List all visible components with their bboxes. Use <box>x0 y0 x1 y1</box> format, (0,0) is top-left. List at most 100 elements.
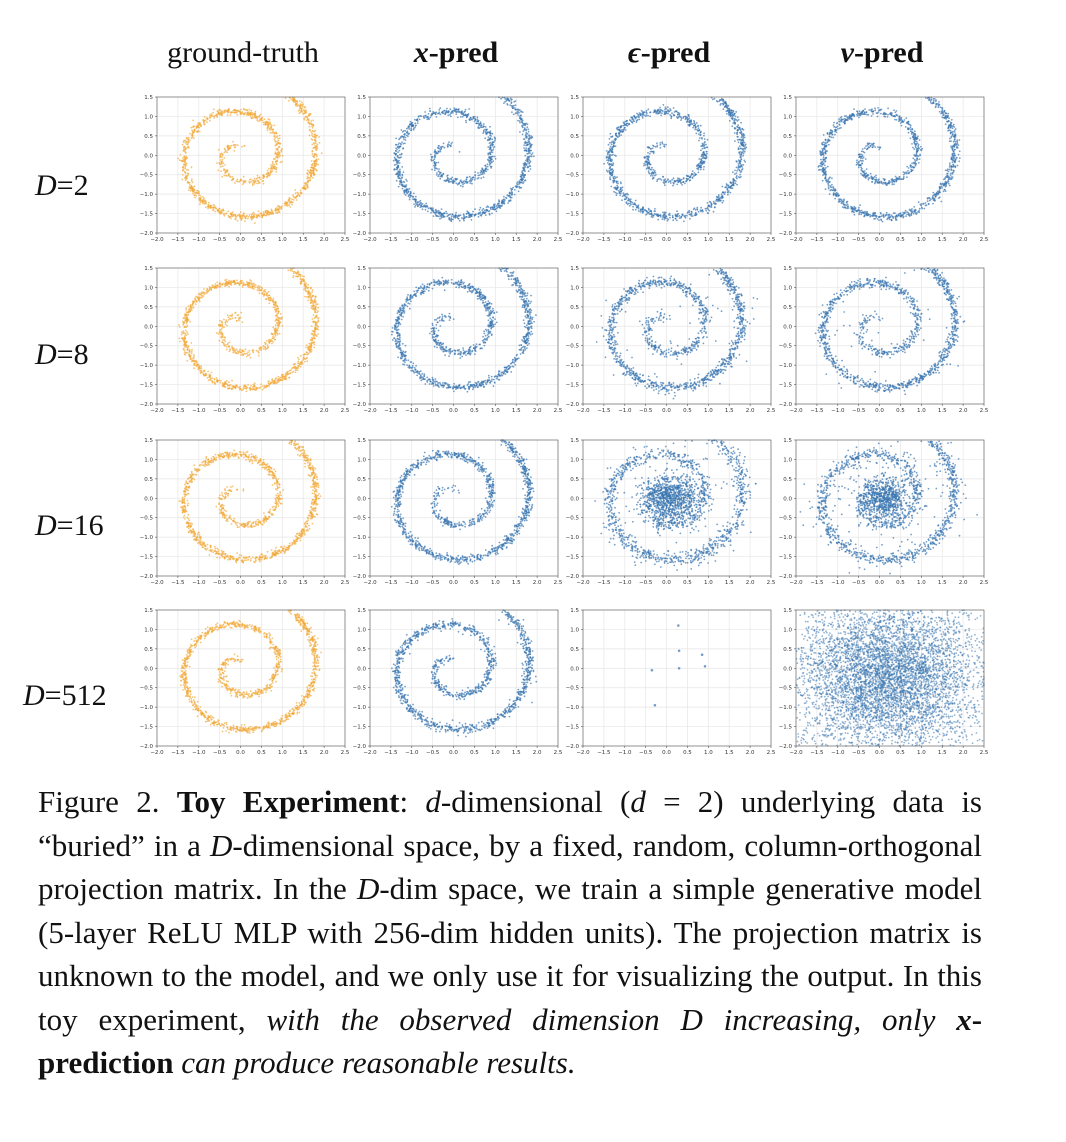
data-point <box>450 220 453 223</box>
data-point <box>270 213 273 215</box>
data-point <box>728 120 731 122</box>
data-point <box>203 123 206 126</box>
data-point <box>239 211 242 214</box>
data-point <box>421 208 424 211</box>
data-point <box>695 132 698 135</box>
data-point <box>902 213 905 216</box>
data-point <box>655 173 657 176</box>
data-point <box>290 98 293 101</box>
data-point <box>287 199 290 202</box>
data-point <box>198 192 201 195</box>
data-point <box>209 119 211 122</box>
data-point <box>950 145 952 148</box>
data-point <box>464 216 467 219</box>
data-point <box>631 121 633 123</box>
data-point <box>649 209 652 212</box>
data-point <box>465 119 467 122</box>
data-point <box>229 176 232 179</box>
data-point <box>952 169 955 172</box>
data-point <box>669 216 671 219</box>
data-point <box>857 209 860 212</box>
data-point <box>463 180 466 182</box>
data-point <box>398 142 400 145</box>
data-point <box>292 194 294 197</box>
data-point <box>398 171 401 174</box>
data-point <box>200 125 202 128</box>
data-point <box>523 176 526 179</box>
y-tick-label: −1.5 <box>140 212 154 218</box>
data-point <box>274 152 277 155</box>
data-point <box>884 182 887 185</box>
data-point <box>184 165 187 168</box>
data-point <box>303 188 306 191</box>
data-point <box>691 170 694 173</box>
data-point <box>941 107 944 110</box>
data-point <box>486 209 488 212</box>
x-tick-label: −2.0 <box>150 237 164 243</box>
data-point <box>301 101 303 104</box>
data-point <box>248 108 251 111</box>
data-point <box>520 173 523 176</box>
data-point <box>632 203 634 206</box>
data-point <box>607 157 610 159</box>
data-point <box>918 158 921 161</box>
data-point <box>698 137 701 139</box>
data-point <box>733 179 736 182</box>
data-point <box>229 145 231 148</box>
data-point <box>268 211 271 214</box>
data-point <box>832 124 835 126</box>
data-point <box>697 127 700 129</box>
data-point <box>393 156 396 159</box>
data-point <box>313 164 316 166</box>
data-point <box>738 166 741 169</box>
data-point <box>740 158 743 161</box>
data-point <box>266 127 269 130</box>
data-point <box>312 123 315 126</box>
data-point <box>468 108 470 110</box>
data-point <box>295 199 298 201</box>
data-point <box>223 147 226 150</box>
data-point <box>318 141 321 144</box>
data-point <box>832 187 835 190</box>
data-point <box>887 113 889 116</box>
data-point <box>725 112 728 115</box>
data-point <box>177 157 180 160</box>
data-point <box>487 136 490 139</box>
data-point <box>309 128 311 131</box>
data-point <box>314 133 317 136</box>
data-point <box>453 107 456 110</box>
data-point <box>731 111 734 114</box>
data-point <box>474 119 477 121</box>
data-point <box>822 174 824 177</box>
data-point <box>492 160 495 163</box>
data-point <box>495 205 498 208</box>
data-point <box>838 118 840 121</box>
data-point <box>698 158 701 160</box>
data-point <box>938 110 941 113</box>
data-point <box>701 145 704 148</box>
data-point <box>523 127 526 129</box>
data-point <box>704 154 707 157</box>
data-point <box>860 169 862 171</box>
data-point <box>232 144 235 147</box>
data-point <box>465 212 468 215</box>
data-point <box>409 196 411 199</box>
data-point <box>736 135 739 138</box>
data-point <box>513 193 516 196</box>
data-point <box>250 117 253 120</box>
data-point <box>646 112 648 114</box>
data-point <box>824 174 827 177</box>
data-point <box>509 199 512 202</box>
data-point <box>303 118 306 121</box>
data-point <box>491 132 494 135</box>
data-point <box>454 215 457 217</box>
data-point <box>207 204 210 207</box>
data-point <box>663 216 666 219</box>
column-title-1: x-pred <box>413 36 499 69</box>
data-point <box>731 125 734 128</box>
data-point <box>397 151 399 154</box>
data-point <box>404 186 407 188</box>
data-point <box>435 152 438 155</box>
data-point <box>522 122 525 125</box>
data-point <box>437 170 440 173</box>
